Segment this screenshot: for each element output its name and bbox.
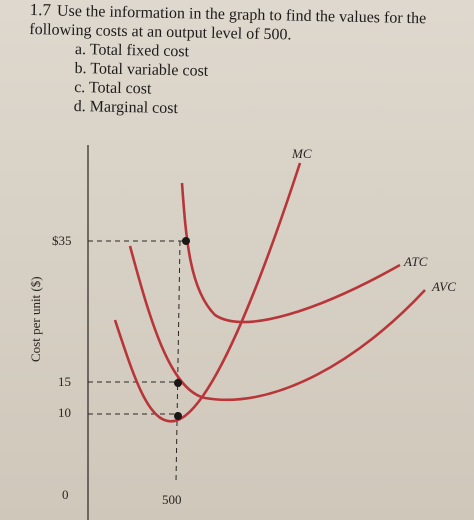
y-axis-label: Cost per unit ($) — [28, 276, 43, 362]
x-tick-label: 500 — [162, 492, 182, 507]
curve-label: AVC — [431, 279, 456, 294]
point — [174, 379, 182, 387]
mc-curve — [113, 162, 302, 423]
avc-curve — [128, 245, 426, 402]
point — [182, 237, 190, 245]
origin-label: 0 — [62, 487, 69, 502]
y-tick-label: 10 — [58, 405, 71, 420]
y-tick-label: $35 — [52, 233, 72, 248]
curve-label: MC — [291, 146, 312, 161]
y-tick-label: 15 — [58, 374, 71, 389]
atc-curve — [180, 182, 401, 324]
point — [174, 412, 182, 420]
curve-label: ATC — [403, 254, 428, 269]
guide-line — [175, 240, 181, 483]
